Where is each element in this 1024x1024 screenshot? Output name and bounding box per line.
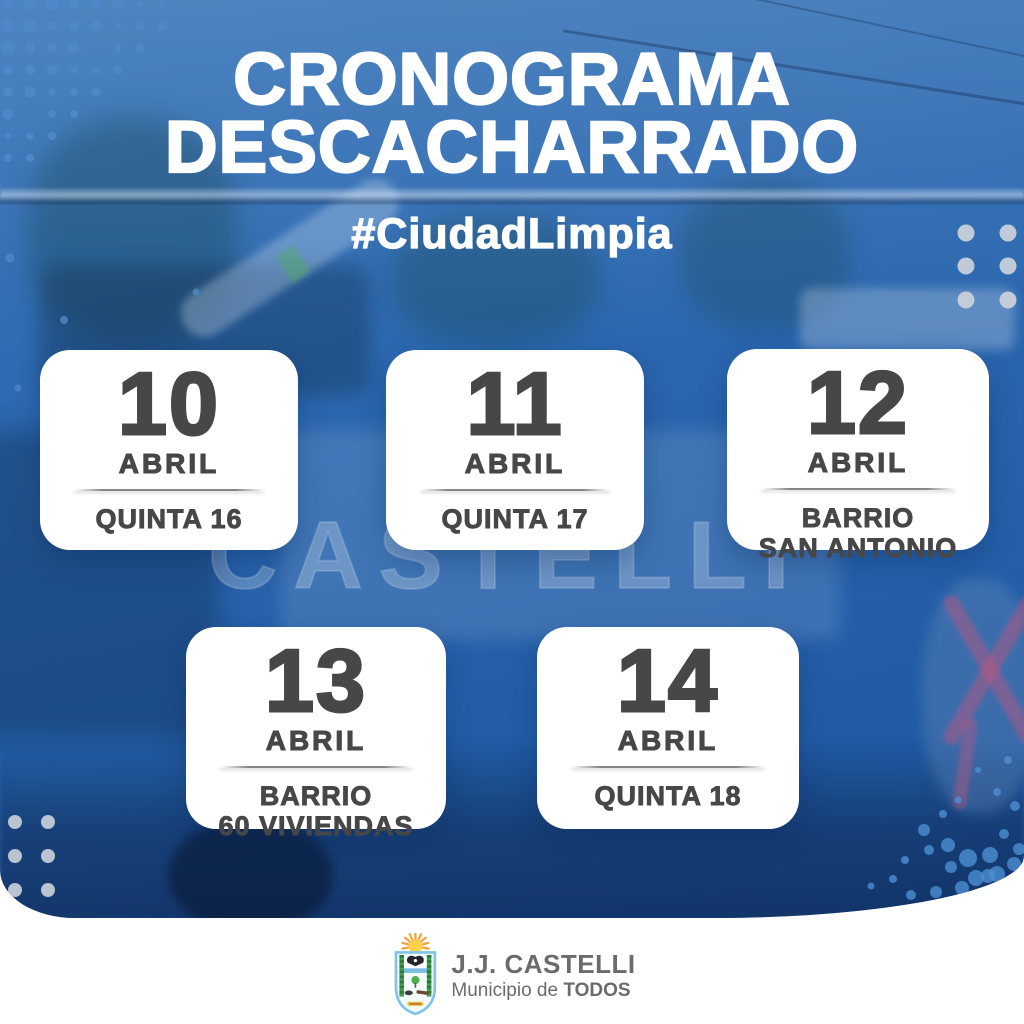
schedule-card-10-abril: 10 ABRIL QUINTA 16 [40, 350, 298, 550]
schedule-card-11-abril: 11 ABRIL QUINTA 17 [386, 350, 644, 550]
card-month-label: ABRIL [118, 447, 220, 479]
card-day-number: 13 [264, 631, 367, 730]
municipality-tagline: Municipio de TODOS [451, 980, 631, 1002]
poster-title: CRONOGRAMA DESCACHARRADO [0, 39, 1024, 188]
schedule-card-13-abril: 13 ABRIL BARRIO 60 VIVIENDAS [186, 627, 446, 842]
schedule-card-14-abril: 14 ABRIL QUINTA 18 [537, 627, 799, 829]
card-divider [571, 765, 765, 768]
card-day-number: 10 [117, 354, 220, 453]
card-day-number: 11 [465, 354, 564, 453]
card-divider [73, 488, 265, 491]
card-day-number: 14 [616, 631, 719, 730]
sun-icon [401, 933, 430, 953]
poster-title-line2: DESCACHARRADO [164, 106, 860, 188]
card-divider [419, 488, 611, 491]
municipal-coat-of-arms-logo [394, 933, 437, 1016]
card-day-number: 12 [806, 353, 909, 452]
poster-title-line1: CRONOGRAMA [232, 39, 791, 120]
card-location: BARRIO 60 VIVIENDAS [218, 780, 414, 842]
card-month-label: ABRIL [265, 724, 367, 756]
card-location: QUINTA 16 [95, 503, 243, 534]
card-month-label: ABRIL [617, 724, 719, 756]
card-location: QUINTA 18 [594, 780, 742, 811]
card-divider [761, 487, 955, 490]
card-location: BARRIO SAN ANTONIO [758, 502, 958, 564]
card-divider [219, 765, 413, 768]
card-month-label: ABRIL [807, 446, 909, 478]
schedule-card-12-abril: 12 ABRIL BARRIO SAN ANTONIO [727, 349, 989, 564]
card-month-label: ABRIL [464, 447, 566, 479]
card-location: QUINTA 17 [441, 503, 589, 534]
hashtag-text: #CiudadLimpia [351, 209, 673, 258]
footer-brand: J.J. CASTELLI Municipio de TODOS [388, 933, 635, 1019]
municipality-name: J.J. CASTELLI [451, 948, 636, 979]
